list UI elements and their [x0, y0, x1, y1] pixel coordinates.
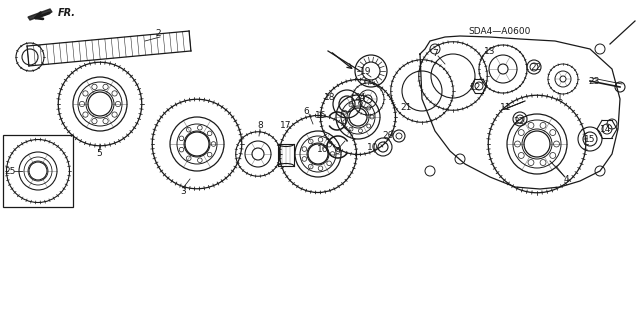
- Text: 1: 1: [557, 93, 563, 101]
- Text: 22: 22: [513, 116, 525, 125]
- Text: 9: 9: [334, 146, 340, 155]
- Text: 21: 21: [400, 102, 412, 112]
- Text: 25: 25: [4, 167, 16, 175]
- Text: 4: 4: [563, 174, 569, 183]
- Text: SDA4—A0600: SDA4—A0600: [468, 26, 531, 35]
- Text: 10: 10: [367, 143, 379, 152]
- Text: 3: 3: [180, 187, 186, 196]
- Bar: [3, 135, 73, 207]
- Text: 17: 17: [280, 122, 292, 130]
- Text: 14: 14: [600, 124, 612, 133]
- Text: 18: 18: [324, 93, 336, 101]
- Text: FR.: FR.: [58, 8, 76, 18]
- Text: 6: 6: [303, 107, 309, 115]
- Text: 16: 16: [317, 145, 329, 153]
- Text: 15: 15: [584, 135, 596, 144]
- Text: 5: 5: [96, 150, 102, 159]
- Text: 22: 22: [531, 63, 541, 71]
- Text: 13: 13: [484, 47, 496, 56]
- Text: 19: 19: [360, 66, 372, 76]
- Text: 8: 8: [257, 122, 263, 130]
- Polygon shape: [28, 9, 52, 20]
- Text: 24: 24: [355, 93, 365, 101]
- Text: 2: 2: [155, 29, 161, 39]
- Text: 11: 11: [500, 102, 512, 112]
- Text: 23: 23: [588, 77, 600, 85]
- Text: 7: 7: [432, 49, 438, 58]
- Text: 12: 12: [470, 83, 482, 92]
- Text: 16: 16: [316, 110, 327, 120]
- Text: 20: 20: [382, 131, 394, 140]
